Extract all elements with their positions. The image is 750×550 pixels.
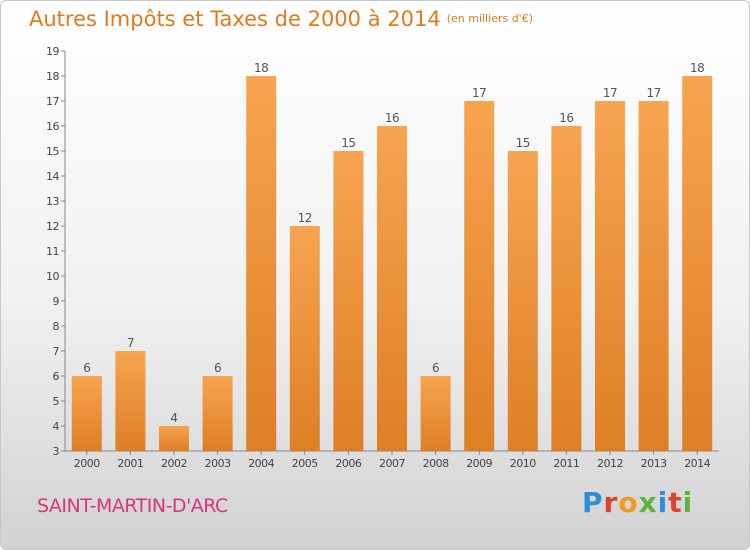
bar xyxy=(551,126,582,451)
bar xyxy=(507,151,538,451)
y-tick-label: 6 xyxy=(53,370,60,383)
y-tick-label: 13 xyxy=(46,195,59,208)
x-tick-label: 2008 xyxy=(423,457,449,470)
x-tick-label: 2004 xyxy=(248,457,274,470)
bar-value-label: 4 xyxy=(170,411,177,425)
chart-axes: 3 4 5 6 7 8 9 10 11 12 13 14 15 16 17 18 19 2000 2001 2002 2… xyxy=(46,45,719,470)
x-tick-label: 2003 xyxy=(205,457,231,470)
bar xyxy=(71,376,102,451)
bar-value-label: 15 xyxy=(516,136,530,150)
data-labels: 6 7 4 6 18 12 15 16 6 17 15 16 17 17 18 xyxy=(83,61,705,425)
x-tick-label: 2011 xyxy=(553,457,579,470)
bar-value-label: 17 xyxy=(646,86,660,100)
x-tick-label: 2014 xyxy=(684,457,710,470)
y-tick-label: 7 xyxy=(53,345,60,358)
bar-value-label: 6 xyxy=(432,361,439,375)
bar xyxy=(377,126,407,451)
logo-letter: x xyxy=(638,486,658,519)
bar-value-label: 17 xyxy=(603,86,617,100)
bar-series xyxy=(71,76,713,451)
x-tick-label: 2005 xyxy=(292,457,318,470)
proxiti-logo[interactable]: Proxiti xyxy=(582,486,693,519)
bar xyxy=(202,376,233,451)
bar xyxy=(289,226,320,451)
chart-title: Autres Impôts et Taxes de 2000 à 2014 (en… xyxy=(29,7,533,31)
x-tick-label: 2009 xyxy=(466,457,492,470)
logo-letter: o xyxy=(618,486,639,519)
bar-value-label: 7 xyxy=(127,336,134,350)
y-tick-label: 8 xyxy=(53,320,60,333)
bar xyxy=(159,426,189,451)
y-tick-label: 5 xyxy=(53,395,60,408)
y-tick-label: 10 xyxy=(46,270,59,283)
bar xyxy=(115,351,146,451)
y-tick-label: 16 xyxy=(46,120,59,133)
y-tick-label: 15 xyxy=(46,145,59,158)
x-tick-label: 2001 xyxy=(117,457,143,470)
logo-letter: P xyxy=(582,486,604,519)
bar xyxy=(682,76,713,451)
y-tick-label: 12 xyxy=(46,220,59,233)
bar xyxy=(464,101,495,451)
x-tick-label: 2013 xyxy=(641,457,667,470)
y-tick-label: 3 xyxy=(53,445,60,458)
bar-value-label: 18 xyxy=(690,61,704,75)
bar-value-label: 16 xyxy=(385,111,399,125)
commune-name: SAINT-MARTIN-D'ARC xyxy=(37,495,228,517)
bar xyxy=(420,376,451,451)
y-tick-label: 4 xyxy=(53,420,60,433)
y-tick-label: 18 xyxy=(46,70,59,83)
x-tick-label: 2006 xyxy=(335,457,361,470)
bar xyxy=(246,76,277,451)
bar xyxy=(638,101,669,451)
chart-unit: (en milliers d'€) xyxy=(446,12,533,25)
bar-value-label: 16 xyxy=(559,111,573,125)
bar-value-label: 18 xyxy=(254,61,268,75)
bar-value-label: 15 xyxy=(341,136,355,150)
bar-value-label: 6 xyxy=(214,361,221,375)
logo-letter: i xyxy=(682,486,694,519)
chart-title-text: Autres Impôts et Taxes de 2000 à 2014 xyxy=(29,7,441,31)
logo-letter: i xyxy=(657,486,669,519)
x-tick-label: 2012 xyxy=(597,457,623,470)
bar-value-label: 6 xyxy=(83,361,90,375)
y-tick-label: 14 xyxy=(46,170,59,183)
x-tick-label: 2002 xyxy=(161,457,187,470)
y-tick-label: 17 xyxy=(46,95,59,108)
bar-value-label: 17 xyxy=(472,86,486,100)
x-tick-label: 2007 xyxy=(379,457,405,470)
y-tick-label: 11 xyxy=(46,245,59,258)
bar xyxy=(595,101,625,451)
y-tick-label: 9 xyxy=(53,295,60,308)
y-tick-label: 19 xyxy=(46,45,59,58)
logo-letter: t xyxy=(668,486,683,519)
bar xyxy=(333,151,364,451)
bar-value-label: 12 xyxy=(298,211,312,225)
x-tick-label: 2000 xyxy=(74,457,100,470)
x-tick-label: 2010 xyxy=(510,457,536,470)
logo-letter: r xyxy=(603,486,619,519)
